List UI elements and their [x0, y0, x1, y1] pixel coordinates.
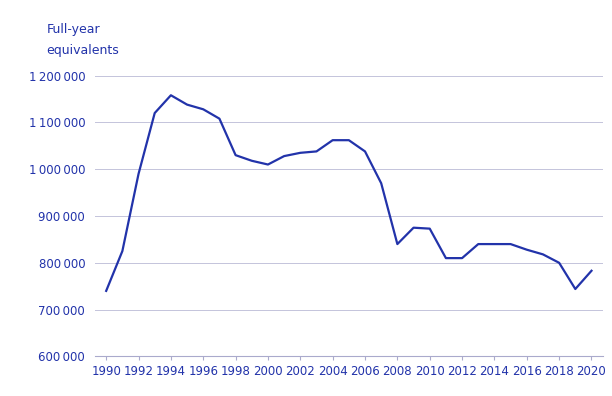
Text: Full-year: Full-year	[47, 23, 100, 36]
Text: equivalents: equivalents	[47, 44, 119, 57]
